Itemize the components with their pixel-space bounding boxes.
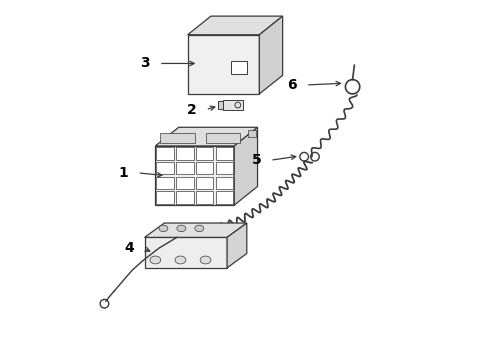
- Bar: [218, 102, 223, 109]
- Ellipse shape: [175, 256, 186, 264]
- Text: 2: 2: [187, 103, 196, 117]
- Bar: [196, 162, 214, 175]
- Ellipse shape: [150, 256, 161, 264]
- Ellipse shape: [200, 256, 211, 264]
- Bar: [176, 147, 194, 159]
- Bar: [248, 130, 256, 136]
- Bar: [156, 162, 174, 175]
- Bar: [223, 100, 243, 110]
- Polygon shape: [145, 237, 227, 268]
- Bar: [176, 162, 194, 175]
- Polygon shape: [188, 35, 259, 94]
- Polygon shape: [188, 16, 283, 35]
- Bar: [160, 133, 195, 143]
- Bar: [206, 133, 241, 143]
- Bar: [216, 162, 233, 175]
- Text: 1: 1: [119, 166, 128, 180]
- Polygon shape: [234, 127, 258, 205]
- Polygon shape: [227, 223, 247, 268]
- Text: 4: 4: [124, 241, 134, 255]
- Text: 5: 5: [251, 153, 261, 167]
- Bar: [196, 177, 214, 189]
- Text: 3: 3: [140, 57, 150, 71]
- Polygon shape: [145, 223, 247, 237]
- Bar: [156, 177, 174, 189]
- Ellipse shape: [195, 225, 204, 231]
- Bar: [216, 177, 233, 189]
- Bar: [216, 147, 233, 159]
- Bar: [176, 192, 194, 204]
- Ellipse shape: [177, 225, 186, 231]
- Bar: [196, 147, 214, 159]
- Text: 6: 6: [287, 78, 297, 92]
- Polygon shape: [155, 127, 258, 146]
- Polygon shape: [155, 146, 234, 205]
- Bar: [156, 147, 174, 159]
- Bar: [231, 60, 247, 74]
- Bar: [156, 192, 174, 204]
- Bar: [196, 192, 214, 204]
- Ellipse shape: [159, 225, 168, 231]
- Bar: [216, 192, 233, 204]
- Polygon shape: [259, 16, 283, 94]
- Bar: [176, 177, 194, 189]
